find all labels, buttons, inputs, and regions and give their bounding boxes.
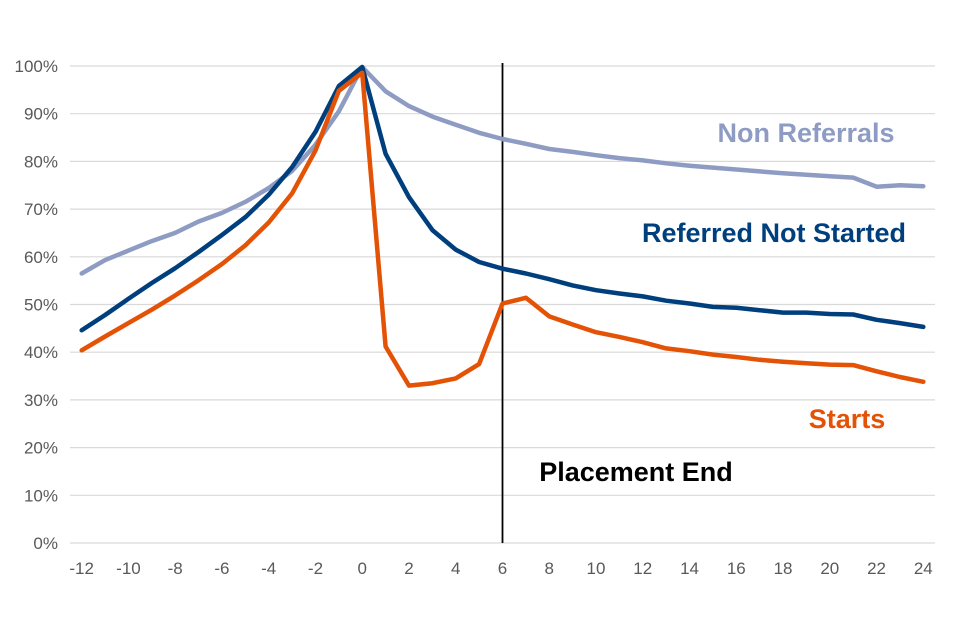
x-axis-ticks: -12 -10 -8 -6 -4 -2 0 2 4 6 8 10 12 14 16 18 20 22 24 — [69, 559, 932, 578]
x-tick-label: 8 — [545, 559, 554, 578]
y-tick-label: 30% — [24, 391, 58, 410]
x-tick-label: -10 — [116, 559, 141, 578]
y-tick-label: 0% — [33, 534, 58, 553]
x-tick-label: 20 — [820, 559, 839, 578]
series-label-starts: Starts — [809, 404, 886, 434]
x-tick-label: 4 — [451, 559, 460, 578]
x-tick-label: 18 — [774, 559, 793, 578]
y-tick-label: 80% — [24, 152, 58, 171]
x-tick-label: 14 — [680, 559, 699, 578]
series-line-non-referrals — [79, 64, 926, 276]
x-tick-label: -4 — [261, 559, 276, 578]
x-tick-label: 6 — [498, 559, 507, 578]
placement-end-label: Placement End — [539, 457, 733, 487]
x-tick-label: -6 — [214, 559, 229, 578]
x-tick-label: 2 — [404, 559, 413, 578]
y-axis-ticks: 0% 10% 20% 30% 40% 50% 60% 70% 80% 90% 100% — [15, 57, 58, 553]
series-label-referred-not-started: Referred Not Started — [642, 218, 906, 248]
x-tick-label: 12 — [633, 559, 652, 578]
series-line-referred-not-started — [79, 64, 926, 333]
y-tick-label: 40% — [24, 343, 58, 362]
y-tick-label: 70% — [24, 200, 58, 219]
x-tick-label: -2 — [308, 559, 323, 578]
y-tick-label: 100% — [15, 57, 58, 76]
x-tick-label: 16 — [727, 559, 746, 578]
x-tick-label: 24 — [914, 559, 933, 578]
series-label-non-referrals: Non Referrals — [717, 118, 894, 148]
y-tick-label: 50% — [24, 296, 58, 315]
y-tick-label: 20% — [24, 439, 58, 458]
x-tick-label: -8 — [168, 559, 183, 578]
y-tick-label: 60% — [24, 248, 58, 267]
series-lines — [79, 64, 926, 388]
x-tick-label: 22 — [867, 559, 886, 578]
series-line-starts — [79, 70, 926, 388]
x-tick-label: 0 — [357, 559, 366, 578]
y-tick-label: 10% — [24, 486, 58, 505]
y-tick-label: 90% — [24, 105, 58, 124]
x-tick-label: 10 — [587, 559, 606, 578]
x-tick-label: -12 — [69, 559, 94, 578]
